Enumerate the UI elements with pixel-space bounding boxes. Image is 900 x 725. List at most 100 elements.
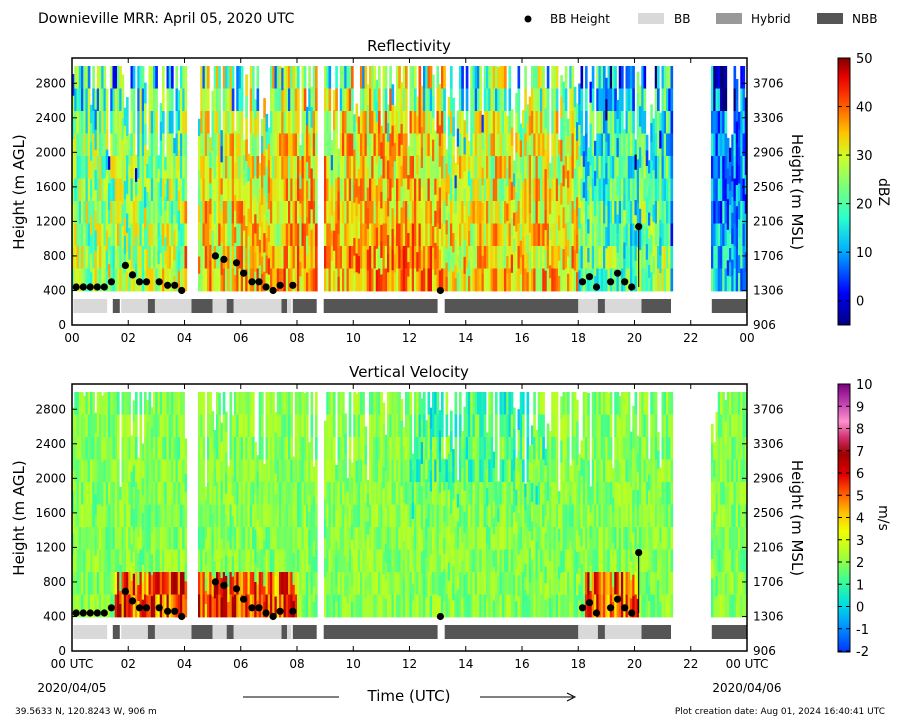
heatmap-cell xyxy=(486,580,489,599)
heatmap-cell xyxy=(155,66,158,89)
heatmap-cell xyxy=(456,548,460,563)
heatmap-cell xyxy=(713,178,716,202)
heatmap-cell xyxy=(481,185,485,204)
heatmap-cell xyxy=(330,527,334,550)
heatmap-cell xyxy=(258,201,262,215)
heatmap-cell xyxy=(443,133,446,157)
heatmap-cell xyxy=(481,202,485,221)
heatmap-cell xyxy=(398,504,401,528)
heatmap-cell xyxy=(355,178,359,198)
heatmap-cell xyxy=(348,459,352,483)
heatmap-cell xyxy=(310,414,314,438)
heatmap-cell xyxy=(272,414,275,438)
heatmap-cell xyxy=(630,223,633,247)
heatmap-cell xyxy=(391,437,395,460)
heatmap-cell xyxy=(204,499,208,514)
heatmap-cell xyxy=(380,257,383,275)
heatmap-cell xyxy=(553,392,557,415)
heatmap-cell xyxy=(373,482,377,505)
heatmap-cell xyxy=(542,133,545,157)
heatmap-cell xyxy=(78,178,82,202)
heatmap-cell xyxy=(207,223,210,247)
heatmap-cell xyxy=(263,509,266,526)
heatmap-cell xyxy=(513,238,516,253)
heatmap-cell xyxy=(243,572,246,595)
heatmap-cell xyxy=(153,482,156,505)
heatmap-cell xyxy=(434,194,437,212)
heatmap-cell xyxy=(283,223,287,247)
heatmap-cell xyxy=(346,111,350,134)
heatmap-cell xyxy=(472,504,476,528)
heatmap-cell xyxy=(288,246,291,269)
heatmap-cell xyxy=(465,594,469,618)
heatmap-cell xyxy=(380,414,383,438)
heatmap-cell xyxy=(148,66,152,89)
heatmap-cell xyxy=(126,135,129,156)
heatmap-cell xyxy=(744,155,747,176)
heatmap-cell xyxy=(425,178,428,202)
heatmap-cell xyxy=(438,104,442,126)
heatmap-cell xyxy=(157,482,161,505)
heatmap-cell xyxy=(213,467,217,487)
heatmap-cell xyxy=(281,527,284,550)
heatmap-cell xyxy=(411,535,415,553)
heatmap-cell xyxy=(387,527,390,550)
heatmap-cell xyxy=(166,88,170,112)
heatmap-cell xyxy=(99,268,102,292)
heatmap-cell xyxy=(184,438,188,457)
heatmap-cell xyxy=(621,201,624,224)
heatmap-cell xyxy=(657,223,660,247)
heatmap-cell xyxy=(522,164,525,183)
heatmap-cell xyxy=(362,178,365,202)
heatmap-cell xyxy=(164,482,167,505)
heatmap-cell xyxy=(312,111,316,134)
heatmap-cell xyxy=(598,246,602,269)
heatmap-cell xyxy=(537,594,541,618)
heatmap-cell xyxy=(139,459,143,483)
heatmap-cell xyxy=(155,504,158,528)
heatmap-cell xyxy=(504,66,507,89)
heatmap-cell xyxy=(74,88,77,112)
heatmap-cell xyxy=(335,601,338,618)
heatmap-cell xyxy=(542,392,545,415)
bb-class-segment xyxy=(292,299,317,313)
heatmap-cell xyxy=(112,549,116,573)
heatmap-cell xyxy=(247,392,251,415)
heatmap-cell xyxy=(495,414,498,438)
heatmap-cell xyxy=(400,442,404,465)
heatmap-cell xyxy=(531,223,534,247)
heatmap-cell xyxy=(362,246,365,269)
heatmap-cell xyxy=(481,238,485,257)
heatmap-cell xyxy=(243,245,246,262)
heatmap-cell xyxy=(409,133,413,157)
heatmap-cell xyxy=(519,527,523,550)
heatmap-cell xyxy=(101,268,104,292)
heatmap-cell xyxy=(123,527,127,550)
heatmap-cell xyxy=(389,437,392,460)
heatmap-cell xyxy=(407,594,410,618)
heatmap-cell xyxy=(384,133,388,157)
heatmap-cell xyxy=(299,159,302,175)
heatmap-cell xyxy=(524,66,527,89)
heatmap-cell xyxy=(441,504,444,528)
heatmap-cell xyxy=(470,392,473,415)
heatmap-cell xyxy=(495,392,498,415)
heatmap-cell xyxy=(472,66,476,89)
heatmap-cell xyxy=(288,392,291,415)
heatmap-cell xyxy=(339,88,343,112)
heatmap-cell xyxy=(463,406,467,429)
heatmap-cell xyxy=(497,201,500,225)
heatmap-cell xyxy=(117,504,120,528)
heatmap-cell xyxy=(472,459,476,483)
heatmap-cell xyxy=(117,594,120,618)
heatmap-cell xyxy=(432,139,435,162)
heatmap-cell xyxy=(180,549,183,573)
heatmap-cell xyxy=(110,201,113,224)
heatmap-cell xyxy=(303,223,307,247)
heatmap-cell xyxy=(162,246,165,269)
heatmap-cell xyxy=(490,66,494,89)
heatmap-cell xyxy=(405,178,408,202)
heatmap-cell xyxy=(495,437,498,460)
heatmap-cell xyxy=(531,578,534,599)
heatmap-cell xyxy=(357,392,361,415)
